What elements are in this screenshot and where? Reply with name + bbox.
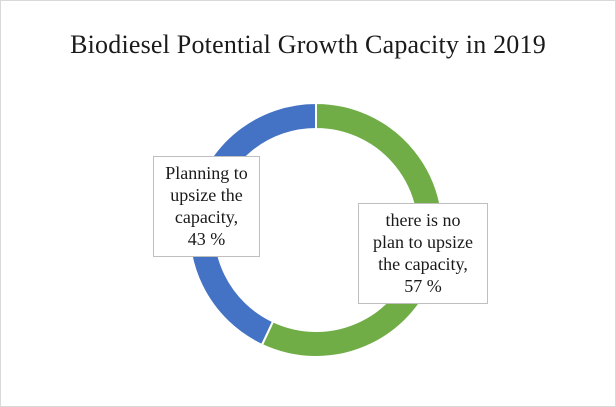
data-label-no-plan-to-upsize: there is no plan to upsize the capacity,…: [358, 203, 488, 304]
chart-title: Biodiesel Potential Growth Capacity in 2…: [70, 30, 546, 59]
data-label-planning-to-upsize: Planning to upsize the capacity, 43 %: [153, 156, 260, 257]
